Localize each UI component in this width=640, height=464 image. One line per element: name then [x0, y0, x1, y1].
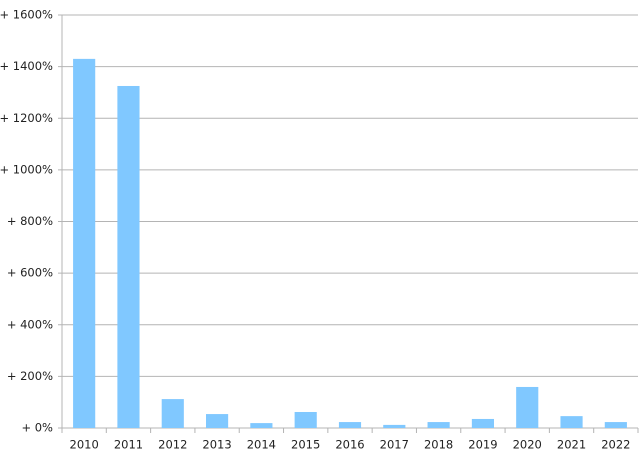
x-tick-label: 2022 [601, 438, 630, 452]
bar [427, 422, 450, 428]
y-tick-label: + 1600% [0, 8, 53, 22]
x-tick-label: 2013 [202, 438, 231, 452]
x-tick-label: 2019 [468, 438, 497, 452]
y-tick-label: + 1200% [0, 111, 53, 125]
x-tick-label: 2015 [291, 438, 320, 452]
y-tick-label: + 600% [7, 266, 53, 280]
x-tick-label: 2018 [424, 438, 453, 452]
bar [294, 411, 317, 428]
bar [250, 423, 273, 428]
bar [471, 418, 494, 428]
bar [560, 416, 583, 428]
y-tick-label: + 400% [7, 317, 53, 331]
x-tick-label: 2011 [114, 438, 143, 452]
x-tick-label: 2016 [335, 438, 364, 452]
x-tick-label: 2010 [70, 438, 99, 452]
x-tick-label: 2021 [557, 438, 586, 452]
bar [117, 85, 140, 428]
y-tick-label: + 200% [7, 369, 53, 383]
y-tick-label: + 1400% [0, 59, 53, 73]
x-tick-label: 2012 [158, 438, 187, 452]
y-tick-label: + 1000% [0, 162, 53, 176]
y-tick-label: + 800% [7, 214, 53, 228]
bar [161, 399, 184, 428]
x-tick-label: 2017 [380, 438, 409, 452]
x-tick-label: 2014 [247, 438, 276, 452]
bar [206, 414, 229, 428]
bar [73, 58, 96, 428]
bar [516, 386, 539, 428]
x-tick-label: 2020 [513, 438, 542, 452]
bar [338, 422, 362, 428]
y-tick-label: + 0% [21, 421, 53, 435]
bar [604, 422, 627, 428]
bar [383, 424, 406, 428]
